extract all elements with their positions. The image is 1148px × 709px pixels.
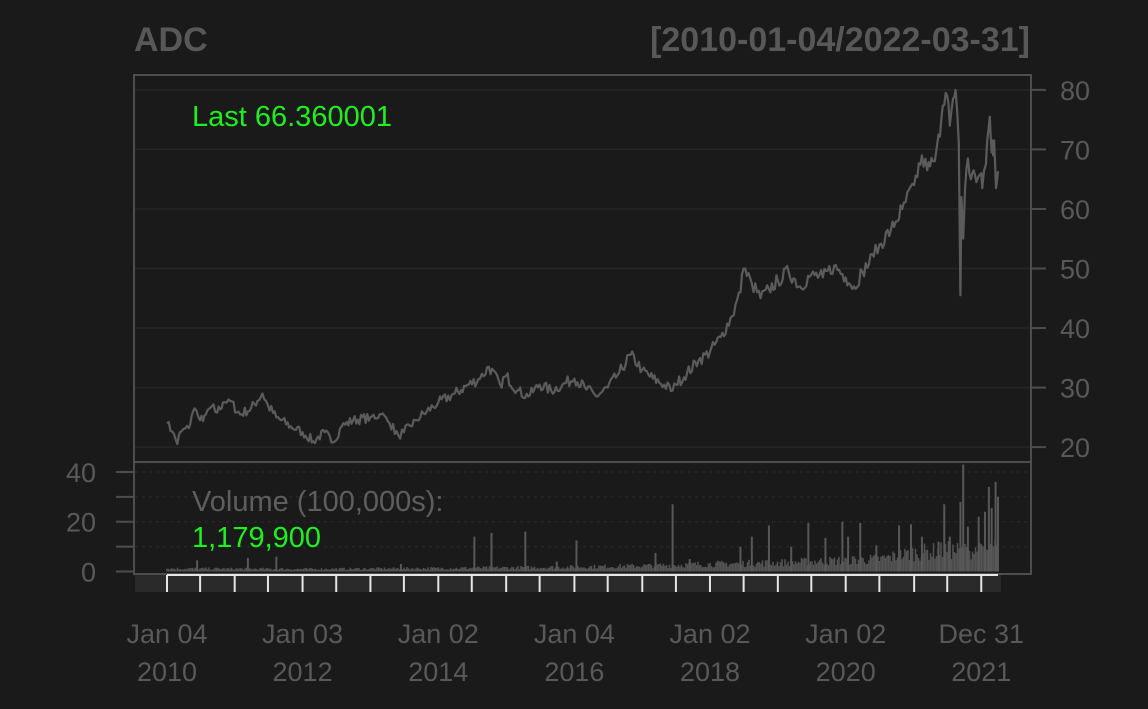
time-axis-label-line2: 2010 — [137, 657, 197, 687]
time-axis-label-line1: Jan 02 — [398, 619, 479, 649]
chart-title: ADC — [134, 21, 208, 59]
price-axis: 20 30 40 50 60 70 80 — [1031, 76, 1090, 463]
time-axis-label-line2: 2014 — [408, 657, 468, 687]
time-axis: Jan 04 2010 Jan 03 2012 Jan 02 2014 Jan 04 2016… — [126, 574, 1024, 687]
price-tick-label: 60 — [1060, 195, 1090, 225]
volume-tick-label: 20 — [66, 508, 96, 538]
price-series-line — [166, 88, 1000, 446]
time-axis-band — [135, 575, 1001, 592]
time-axis-label-line2: 2018 — [680, 657, 740, 687]
time-axis-label-line1: Jan 02 — [805, 619, 886, 649]
volume-tick-label: 0 — [81, 558, 96, 588]
price-tick-label: 20 — [1060, 433, 1090, 463]
time-axis-label-line1: Dec 31 — [938, 619, 1024, 649]
time-axis-label-line1: Jan 04 — [534, 619, 615, 649]
time-axis-label-line2: 2021 — [951, 657, 1011, 687]
price-tick-label: 80 — [1060, 76, 1090, 106]
price-tick-label: 30 — [1060, 374, 1090, 404]
volume-title-label: Volume (100,000s): — [192, 486, 443, 518]
volume-axis: 0 20 40 — [66, 458, 134, 588]
volume-tick-label: 40 — [66, 458, 96, 488]
time-axis-label-line1: Jan 03 — [262, 619, 343, 649]
time-axis-label-line2: 2012 — [273, 657, 333, 687]
price-gridlines — [135, 89, 1030, 448]
time-axis-label-line2: 2016 — [544, 657, 604, 687]
price-tick-label: 50 — [1060, 255, 1090, 285]
volume-bars — [166, 464, 999, 572]
volume-last-label: 1,179,900 — [192, 522, 321, 554]
time-axis-label-line1: Jan 02 — [669, 619, 750, 649]
time-axis-label-line2: 2020 — [816, 657, 876, 687]
price-tick-label: 40 — [1060, 314, 1090, 344]
last-value-label: Last 66.360001 — [192, 101, 392, 133]
price-tick-label: 70 — [1060, 135, 1090, 165]
time-axis-label-line1: Jan 04 — [126, 619, 207, 649]
volume-gridlines — [135, 471, 1030, 548]
date-range-label: [2010-01-04/2022-03-31] — [650, 21, 1030, 59]
